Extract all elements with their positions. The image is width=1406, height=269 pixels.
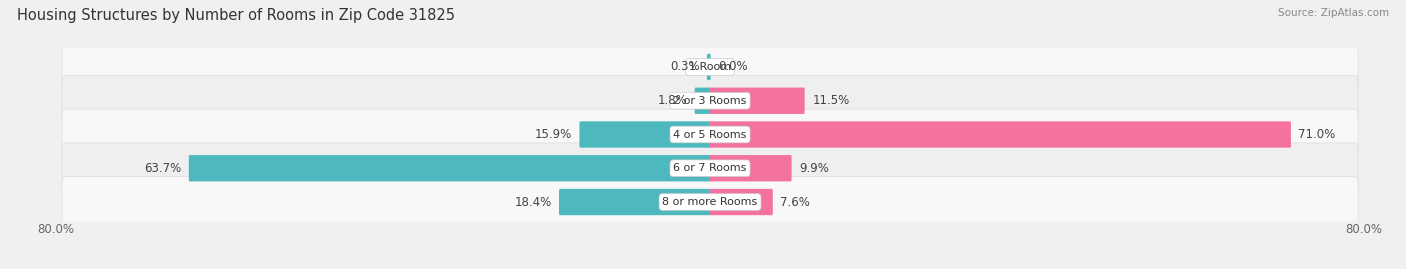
Text: 0.0%: 0.0% <box>718 61 748 73</box>
Text: 0.3%: 0.3% <box>669 61 699 73</box>
Text: 6 or 7 Rooms: 6 or 7 Rooms <box>673 163 747 173</box>
FancyBboxPatch shape <box>62 177 1358 227</box>
Text: 71.0%: 71.0% <box>1299 128 1336 141</box>
FancyBboxPatch shape <box>710 155 792 181</box>
FancyBboxPatch shape <box>560 189 710 215</box>
FancyBboxPatch shape <box>62 143 1358 194</box>
Text: 8 or more Rooms: 8 or more Rooms <box>662 197 758 207</box>
Text: 9.9%: 9.9% <box>799 162 830 175</box>
FancyBboxPatch shape <box>710 88 804 114</box>
Text: 15.9%: 15.9% <box>534 128 572 141</box>
FancyBboxPatch shape <box>710 121 1291 148</box>
FancyBboxPatch shape <box>695 88 710 114</box>
FancyBboxPatch shape <box>62 42 1358 92</box>
Text: 63.7%: 63.7% <box>143 162 181 175</box>
FancyBboxPatch shape <box>188 155 710 181</box>
Text: 1.8%: 1.8% <box>658 94 688 107</box>
Text: 1 Room: 1 Room <box>689 62 731 72</box>
FancyBboxPatch shape <box>707 54 710 80</box>
Text: Source: ZipAtlas.com: Source: ZipAtlas.com <box>1278 8 1389 18</box>
FancyBboxPatch shape <box>62 109 1358 160</box>
Text: 4 or 5 Rooms: 4 or 5 Rooms <box>673 129 747 140</box>
Text: 18.4%: 18.4% <box>515 196 551 208</box>
Text: Housing Structures by Number of Rooms in Zip Code 31825: Housing Structures by Number of Rooms in… <box>17 8 456 23</box>
Text: 11.5%: 11.5% <box>813 94 849 107</box>
Text: 2 or 3 Rooms: 2 or 3 Rooms <box>673 96 747 106</box>
FancyBboxPatch shape <box>710 189 773 215</box>
FancyBboxPatch shape <box>62 75 1358 126</box>
Text: 7.6%: 7.6% <box>780 196 810 208</box>
FancyBboxPatch shape <box>579 121 710 148</box>
